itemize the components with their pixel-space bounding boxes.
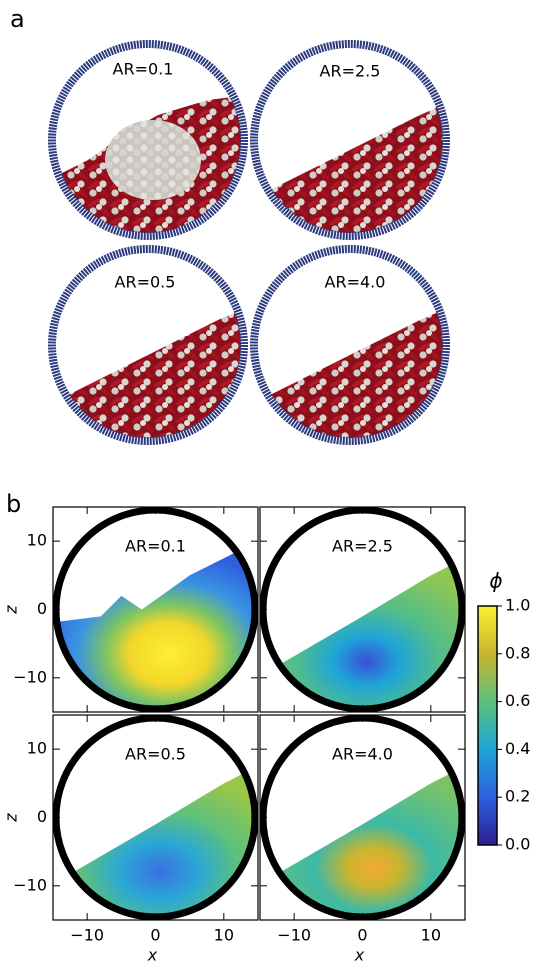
y-tick-label: 10 — [27, 739, 47, 758]
phi-field — [263, 554, 462, 709]
panel-title: AR=0.1 — [125, 537, 186, 556]
colorbar-tick-label: 0.6 — [505, 691, 530, 710]
colorbar-tick-label: 0.0 — [505, 835, 530, 854]
y-axis-label: z — [2, 605, 21, 615]
y-tick-label: −10 — [13, 667, 47, 686]
y-tick-label: 0 — [37, 599, 47, 618]
drum-wall — [48, 40, 248, 240]
snapshot-label: AR=4.0 — [325, 273, 386, 292]
colorbar-tick-label: 0.8 — [505, 643, 530, 662]
snapshot-label: AR=0.1 — [113, 60, 174, 79]
snapshot — [55, 252, 241, 438]
granular-bed — [257, 102, 443, 233]
x-tick-label: 10 — [421, 926, 441, 945]
x-axis-label: x — [147, 946, 158, 965]
x-axis-label: x — [354, 946, 365, 965]
panel-title: AR=4.0 — [332, 745, 393, 764]
phi-field — [56, 762, 255, 917]
snapshot-label: AR=0.5 — [115, 273, 176, 292]
subplot: AR=2.5 — [259, 506, 466, 713]
subplot: −10 0 10 z AR=0.1 — [2, 506, 259, 713]
colorbar-tick-label: 0.2 — [505, 787, 530, 806]
snapshot — [257, 47, 443, 233]
snapshot — [257, 252, 443, 438]
subplot: −10 0 10 −10 0 10 x z AR=0.5 — [2, 714, 259, 965]
drum-wall — [250, 40, 450, 240]
colorbar-label: ϕ — [489, 569, 502, 593]
subplot: −10 0 10 x AR=4.0 — [259, 714, 466, 965]
colorbar — [477, 605, 498, 846]
drum-wall — [48, 245, 248, 445]
y-axis-label: z — [2, 813, 21, 823]
y-tick-label: 0 — [37, 807, 47, 826]
colorbar-tick-label: 1.0 — [505, 596, 530, 615]
panel-title: AR=0.5 — [125, 745, 186, 764]
drum-wall — [250, 245, 450, 445]
granular-bed — [257, 307, 443, 438]
y-tick-label: −10 — [13, 875, 47, 894]
phi-field — [263, 762, 462, 917]
y-tick-label: 10 — [27, 531, 47, 550]
panel-a: a AR=0.1 AR=2.5 AR=0.5 AR=4.0 — [10, 5, 450, 445]
panel-b: b −10 0 10 z AR=0.1 AR=2.5 −10 0 10 −10 0 10 x z AR=0.… — [2, 490, 531, 965]
x-tick-label: 0 — [150, 926, 160, 945]
x-tick-label: 10 — [214, 926, 234, 945]
panel-title: AR=2.5 — [332, 537, 393, 556]
snapshot — [55, 47, 241, 233]
panel-label: b — [6, 490, 21, 518]
panel-label: a — [10, 5, 25, 33]
grey-core — [105, 120, 201, 200]
x-tick-label: −10 — [70, 926, 104, 945]
x-tick-label: 0 — [357, 926, 367, 945]
granular-bed — [55, 307, 241, 438]
phi-field — [56, 548, 255, 709]
x-tick-label: −10 — [277, 926, 311, 945]
colorbar-tick-label: 0.4 — [505, 739, 530, 758]
snapshot-label: AR=2.5 — [320, 62, 381, 81]
